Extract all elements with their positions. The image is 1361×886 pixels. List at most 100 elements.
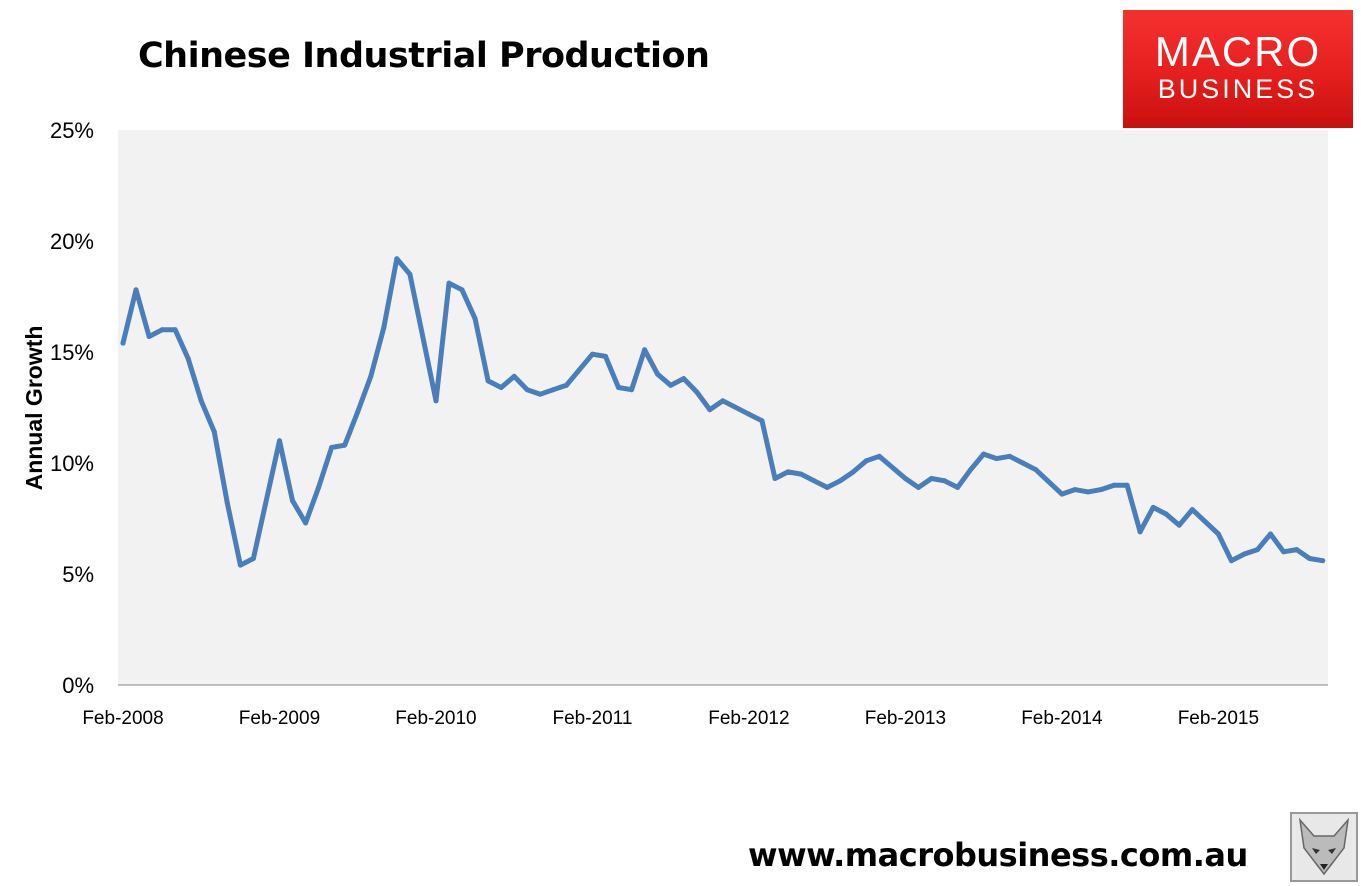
x-tick-label: Feb-2012 [708, 708, 789, 729]
data-point [498, 385, 504, 391]
data-point [381, 325, 387, 331]
data-point [120, 340, 126, 346]
data-point [720, 398, 726, 404]
x-tick-label: Feb-2011 [552, 708, 632, 729]
chart-title: Chinese Industrial Production [138, 36, 710, 76]
data-point [1307, 555, 1313, 561]
data-point [707, 407, 713, 413]
data-point [1241, 551, 1247, 557]
data-point [602, 353, 608, 359]
data-point [1007, 453, 1013, 459]
x-tick-label: Feb-2015 [1178, 708, 1259, 729]
data-point [224, 500, 230, 506]
data-point [589, 351, 595, 357]
data-point [772, 476, 778, 482]
data-point [1072, 487, 1078, 493]
logo-line1: MACRO [1154, 28, 1322, 75]
data-point [811, 478, 817, 484]
data-point [824, 484, 830, 490]
x-tick-label: Feb-2008 [82, 708, 163, 729]
data-point [563, 382, 569, 388]
data-point [250, 555, 256, 561]
data-point [276, 438, 282, 444]
logo-line2: BUSINESS [1157, 74, 1319, 104]
data-point [537, 391, 543, 397]
data-point [133, 287, 139, 293]
data-point [942, 478, 948, 484]
data-point [1176, 522, 1182, 528]
data-point [1059, 491, 1065, 497]
y-tick-label: 5% [62, 562, 94, 587]
y-axis-label: Annual Growth [21, 326, 47, 491]
data-point [994, 456, 1000, 462]
data-point [185, 356, 191, 362]
data-point [303, 520, 309, 526]
data-point [550, 387, 556, 393]
data-point [172, 327, 178, 333]
data-point [1124, 482, 1130, 488]
data-point [1098, 487, 1104, 493]
data-point [407, 271, 413, 277]
website-url: www.macrobusiness.com.au [748, 836, 1248, 874]
y-tick-label: 25% [50, 118, 94, 143]
plot-area [118, 130, 1328, 685]
data-point [1150, 504, 1156, 510]
data-point [629, 387, 635, 393]
data-point [511, 373, 517, 379]
data-point [211, 429, 217, 435]
data-point [876, 453, 882, 459]
x-tick-label: Feb-2010 [395, 708, 476, 729]
data-point [524, 387, 530, 393]
data-point [746, 411, 752, 417]
data-point [485, 378, 491, 384]
data-point [681, 376, 687, 382]
data-point [968, 467, 974, 473]
data-point [1111, 482, 1117, 488]
data-point [981, 451, 987, 457]
data-point [928, 476, 934, 482]
data-point [955, 484, 961, 490]
y-tick-label: 20% [50, 229, 94, 254]
data-point [1228, 558, 1234, 564]
data-point [1320, 558, 1326, 564]
data-point [394, 256, 400, 262]
data-point [759, 418, 765, 424]
data-point [368, 373, 374, 379]
data-point [1085, 489, 1091, 495]
data-point [1033, 467, 1039, 473]
data-point [290, 498, 296, 504]
data-point [329, 444, 335, 450]
data-point [915, 484, 921, 490]
data-point [1137, 529, 1143, 535]
data-point [798, 471, 804, 477]
data-point [642, 347, 648, 353]
data-point [198, 398, 204, 404]
y-tick-label: 10% [50, 451, 94, 476]
data-point [863, 458, 869, 464]
x-tick-label: Feb-2009 [239, 708, 320, 729]
data-point [1215, 531, 1221, 537]
data-point [446, 280, 452, 286]
data-point [616, 385, 622, 391]
data-point [1294, 547, 1300, 553]
y-tick-label: 15% [50, 340, 94, 365]
data-point [1189, 507, 1195, 513]
y-tick-label: 0% [62, 673, 94, 698]
data-point [1254, 547, 1260, 553]
data-point [850, 469, 856, 475]
data-point [316, 484, 322, 490]
data-point [342, 442, 348, 448]
data-point [1163, 511, 1169, 517]
data-point [459, 287, 465, 293]
data-point [159, 327, 165, 333]
data-point [472, 316, 478, 322]
data-point [1268, 531, 1274, 537]
data-point [902, 476, 908, 482]
data-point [237, 562, 243, 568]
macrobusiness-logo: MACRO BUSINESS [1123, 10, 1353, 128]
data-point [837, 478, 843, 484]
data-point [433, 398, 439, 404]
x-tick-label: Feb-2014 [1021, 708, 1103, 729]
data-point [1281, 549, 1287, 555]
